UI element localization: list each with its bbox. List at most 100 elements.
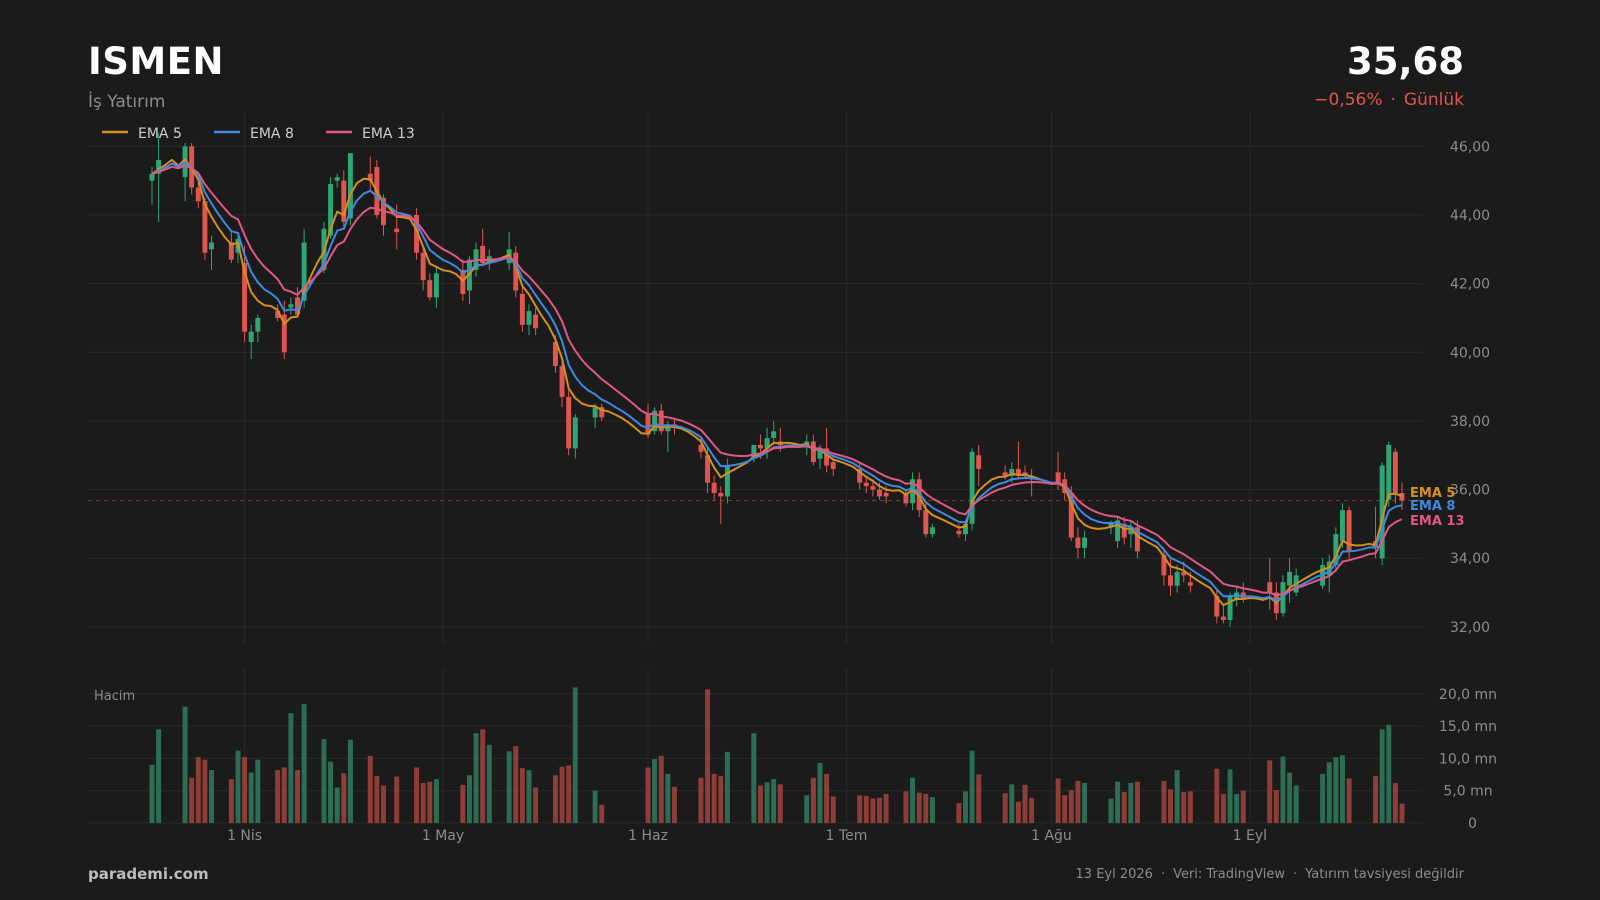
candle-body — [334, 177, 340, 181]
candle-body — [1399, 492, 1405, 501]
candle-body — [910, 479, 916, 504]
volume-bar — [1373, 775, 1379, 823]
price-change: −0,56% · Günlük — [1314, 90, 1464, 110]
candle-body — [1174, 571, 1180, 586]
candle-body — [526, 311, 532, 325]
candle-body — [757, 444, 763, 449]
candle-body — [394, 228, 400, 233]
ticker-symbol: ISMEN — [88, 40, 224, 83]
candle-body — [156, 160, 162, 174]
candle-body — [916, 479, 922, 511]
volume-bar — [1220, 793, 1226, 823]
candle-body — [519, 293, 525, 325]
volume-bar — [599, 804, 605, 823]
candle-body — [1386, 444, 1392, 500]
price-tick-label: 32,00 — [1450, 620, 1490, 636]
volume-bar — [486, 744, 492, 823]
volume-bar — [698, 777, 704, 823]
footer-date: 13 Eyl 2026 — [1075, 867, 1153, 882]
candle-body — [1267, 582, 1273, 593]
volume-bar — [1134, 781, 1140, 823]
volume-bar — [367, 755, 373, 823]
volume-bar — [156, 729, 162, 823]
period-label: Günlük — [1403, 90, 1464, 110]
volume-bar — [824, 773, 830, 823]
candle-body — [427, 280, 433, 298]
candle-body — [976, 455, 982, 469]
x-tick-label: 1 Eyl — [1233, 828, 1267, 844]
x-tick-label: 1 Tem — [826, 828, 868, 844]
volume-tick-label: 0 — [1468, 816, 1477, 832]
volume-bar — [963, 791, 968, 823]
candle-body — [301, 242, 307, 301]
candle-body — [328, 184, 334, 236]
volume-bar — [877, 797, 882, 823]
candle-body — [1287, 571, 1293, 586]
volume-bar — [1075, 781, 1081, 823]
candle-body — [414, 214, 420, 253]
candle-body — [1115, 520, 1121, 542]
candle-body — [341, 180, 347, 222]
volume-bar — [1128, 782, 1134, 823]
candle-body — [652, 410, 658, 432]
volume-bar — [672, 786, 677, 823]
candle-body — [209, 242, 215, 250]
candle-body — [1075, 537, 1081, 548]
price-tick-label: 34,00 — [1450, 551, 1490, 567]
price-tick-label: 44,00 — [1450, 208, 1490, 224]
volume-bar — [724, 751, 730, 823]
volume-bar — [916, 792, 922, 823]
volume-bar — [1273, 790, 1279, 823]
ema-5-line — [151, 158, 1403, 607]
ema-8-label: EMA 8 — [1410, 499, 1455, 514]
volume-bar — [1293, 785, 1299, 823]
x-tick-label: 1 May — [422, 828, 464, 844]
candle-body — [228, 242, 234, 260]
volume-bar — [1055, 778, 1061, 823]
volume-bar — [275, 770, 281, 823]
legend-label-ema-5: EMA 5 — [138, 126, 182, 142]
volume-bar — [228, 779, 234, 823]
volume-bar — [645, 767, 651, 823]
candle-body — [1108, 523, 1114, 528]
candle-body — [883, 492, 889, 497]
volume-bar — [956, 802, 962, 823]
company-name: İş Yatırım — [88, 92, 166, 112]
candle-body — [817, 448, 823, 459]
candle-body — [1339, 510, 1345, 542]
ema-8-line — [151, 161, 1403, 602]
volume-bar — [328, 761, 334, 823]
volume-bar — [1115, 781, 1121, 823]
volume-bar — [295, 770, 300, 823]
legend-label-ema-8: EMA 8 — [250, 126, 294, 142]
volume-bar — [705, 689, 711, 823]
legend-label-ema-13: EMA 13 — [362, 126, 415, 142]
candle-body — [718, 492, 724, 497]
volume-bar — [857, 795, 863, 823]
volume-bar — [533, 787, 539, 823]
price-tick-label: 42,00 — [1450, 277, 1490, 293]
candle-body — [877, 489, 882, 497]
footer-source: Veri: TradingView — [1173, 867, 1285, 882]
volume-bar — [830, 796, 836, 823]
volume-bar — [658, 755, 664, 823]
footer-info: 13 Eyl 2026 · Veri: TradingView · Yatırım ta… — [1076, 867, 1464, 882]
volume-bar — [1068, 790, 1074, 823]
candle-body — [1379, 465, 1385, 559]
separator-dot: · — [1160, 867, 1166, 882]
separator-dot: · — [1390, 90, 1396, 110]
volume-bar — [466, 775, 472, 823]
volume-bar — [1234, 793, 1240, 823]
volume-bar — [235, 750, 241, 823]
candle-body — [923, 510, 929, 535]
candle-body — [566, 396, 572, 449]
candle-body — [1161, 554, 1167, 576]
volume-bar — [248, 772, 254, 823]
candle-body — [810, 441, 816, 463]
candle-body — [149, 173, 155, 181]
volume-bar — [506, 751, 512, 823]
candle-body — [281, 314, 287, 353]
volume-bar — [810, 777, 816, 823]
volume-tick-label: 10,0 mn — [1439, 751, 1497, 767]
